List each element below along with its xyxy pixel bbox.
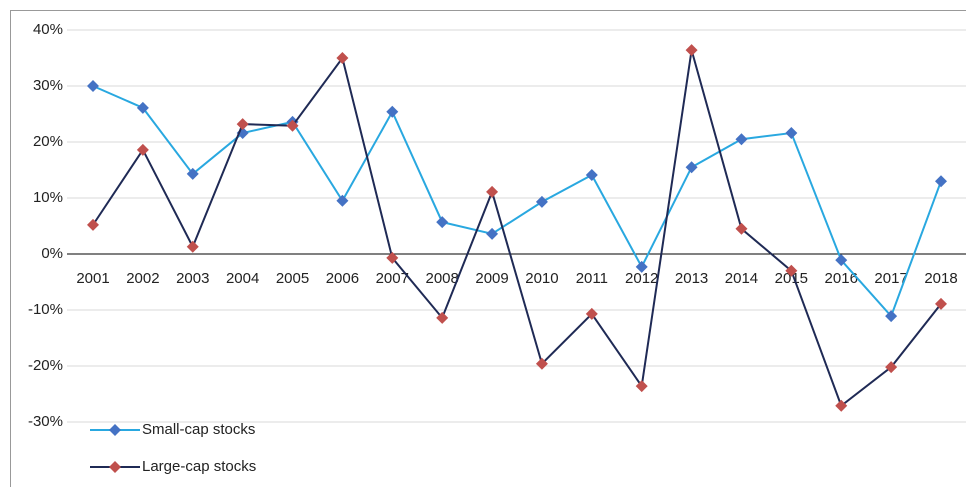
marker <box>286 119 299 132</box>
marker <box>785 127 798 140</box>
marker <box>735 222 748 235</box>
y-tick-label: -20% <box>28 357 63 374</box>
legend-label: Large-cap stocks <box>142 458 256 475</box>
y-tick-label: 40% <box>33 21 63 38</box>
x-tick-label: 2014 <box>725 270 758 287</box>
marker <box>585 169 598 182</box>
x-tick-label: 2005 <box>276 270 309 287</box>
marker <box>186 240 199 253</box>
marker <box>785 264 798 277</box>
x-tick-label: 2002 <box>126 270 159 287</box>
marker <box>685 44 698 57</box>
y-tick-label: 20% <box>33 133 63 150</box>
marker <box>436 311 449 324</box>
marker <box>535 195 548 208</box>
marker <box>535 357 548 370</box>
marker <box>635 380 648 393</box>
marker <box>236 127 249 140</box>
marker <box>835 399 848 412</box>
marker <box>336 194 349 207</box>
y-tick-label: 10% <box>33 189 63 206</box>
x-tick-label: 2010 <box>525 270 558 287</box>
legend-label: Small-cap stocks <box>142 421 255 438</box>
legend-marker <box>109 424 121 436</box>
marker <box>486 185 499 198</box>
x-tick-label: 2007 <box>376 270 409 287</box>
y-tick-label: 30% <box>33 77 63 94</box>
x-tick-label: 2015 <box>775 270 808 287</box>
y-tick-label: -30% <box>28 413 63 430</box>
x-tick-label: 2018 <box>924 270 957 287</box>
x-tick-label: 2013 <box>675 270 708 287</box>
marker <box>935 175 947 188</box>
x-tick-label: 2001 <box>76 270 109 287</box>
x-tick-label: 2003 <box>176 270 209 287</box>
marker <box>685 161 698 174</box>
marker <box>87 80 99 92</box>
marker <box>585 307 598 320</box>
x-tick-label: 2009 <box>475 270 508 287</box>
series-line <box>92 85 942 319</box>
y-tick-label: 0% <box>41 245 63 262</box>
legend-marker <box>109 461 121 473</box>
y-tick-label: -10% <box>28 301 63 318</box>
x-tick-label: 2012 <box>625 270 658 287</box>
x-tick-label: 2004 <box>226 270 259 287</box>
marker <box>386 251 399 264</box>
x-tick-label: 2011 <box>576 270 608 287</box>
marker <box>186 167 199 180</box>
marker <box>436 216 449 229</box>
marker <box>87 218 99 231</box>
marker <box>386 105 399 118</box>
marker <box>336 52 349 64</box>
x-tick-label: 2008 <box>425 270 458 287</box>
marker <box>136 101 149 114</box>
marker <box>935 297 947 310</box>
series-line <box>92 49 942 408</box>
marker <box>635 260 648 273</box>
chart-frame <box>10 10 966 487</box>
marker <box>136 143 149 156</box>
marker <box>486 227 499 240</box>
marker <box>835 254 848 267</box>
marker <box>236 118 249 131</box>
marker <box>735 133 748 146</box>
x-tick-label: 2017 <box>874 270 907 287</box>
x-tick-label: 2006 <box>326 270 359 287</box>
marker <box>885 361 898 374</box>
marker <box>885 310 898 323</box>
x-tick-label: 2016 <box>825 270 858 287</box>
